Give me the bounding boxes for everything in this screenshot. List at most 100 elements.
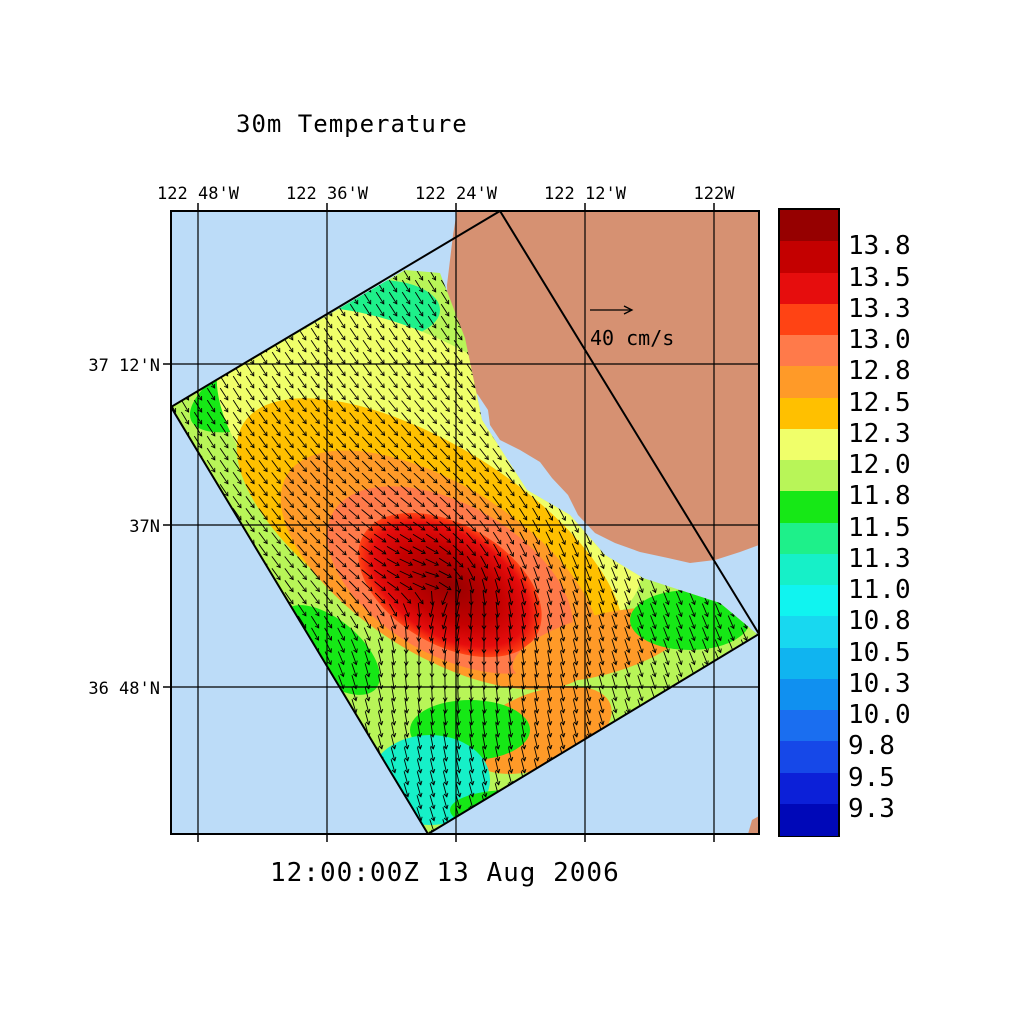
current-vector [493,543,501,557]
current-vector-head [276,479,281,485]
current-vector [336,352,346,364]
current-vector [361,557,373,567]
current-vector-head [380,335,385,341]
current-vector [533,579,539,593]
current-vector-head [547,648,553,654]
current-vector-head [507,661,513,666]
current-vector [443,650,447,666]
current-vector-head [547,636,553,642]
current-vector-head [352,672,358,678]
current-vector [181,411,189,425]
current-vector [349,352,359,364]
current-vector [377,711,383,725]
current-vector-head [420,526,426,531]
legend-swatch [780,647,838,680]
current-vector [351,651,357,665]
current-vector-head [289,515,295,521]
current-vector-head [484,515,489,521]
current-vector-head [328,407,333,413]
legend-swatch [780,522,838,555]
current-vector-head [237,431,242,437]
current-vector [547,711,551,725]
current-vector [387,509,399,519]
current-vector [508,662,512,678]
current-vector [443,723,447,737]
current-vector-head [600,588,605,594]
current-vector-head [403,673,409,678]
current-vector-head [315,599,320,605]
current-vector-head [521,709,527,714]
current-vector [431,590,433,606]
current-vector-head [289,587,294,593]
current-vector-head [612,648,618,654]
current-vector-head [366,624,371,629]
current-vector [442,783,448,797]
current-vector-head [482,780,488,786]
current-vector [624,615,630,629]
current-vector [469,759,473,773]
current-vector [492,496,502,508]
current-vector-head [419,431,425,436]
current-vector-head [419,407,424,413]
current-vector [427,327,437,341]
current-vector-head [276,407,281,413]
current-vector-head [433,538,439,543]
current-vector [323,424,333,436]
current-vector-head [288,347,294,353]
current-vector [453,400,463,412]
current-vector [431,650,433,666]
current-vector [310,556,320,568]
current-vector [335,568,347,580]
current-vector-head [408,585,413,591]
current-vector [362,412,372,424]
current-vector [481,579,487,593]
current-vector [219,447,229,461]
current-vector-head [250,419,255,425]
current-vector-head [561,516,566,521]
current-vector [284,400,294,412]
current-vector [519,519,527,533]
current-vector [426,509,438,519]
current-vector [425,571,439,577]
current-vector-head [428,612,434,618]
current-vector-head [391,673,397,678]
current-vector-head [393,599,399,604]
current-vector [431,686,433,702]
current-vector [468,771,474,785]
current-vector [336,436,346,448]
current-vector [417,735,421,749]
current-vector [361,497,373,507]
current-vector-head [404,780,410,786]
current-vector [336,339,346,353]
current-vector [572,603,578,617]
current-vector-head [354,383,359,389]
current-vector-head [406,431,412,436]
current-vector [323,315,333,329]
current-vector [323,364,333,376]
current-vector-head [510,503,515,509]
current-vector [650,675,656,689]
current-vector-head [626,576,631,582]
current-vector [284,363,294,377]
current-vector-head [391,649,397,654]
current-vector-head [354,431,360,436]
current-vector [469,735,473,749]
current-vector-head [494,661,500,666]
current-vector [323,400,333,412]
current-vector-head [185,840,189,844]
current-vector-head [379,841,383,845]
current-vector-head [665,636,670,642]
current-vector [439,496,451,508]
current-vector [374,497,386,507]
current-vector-head [379,299,385,305]
current-vector-head [328,455,334,460]
current-vector [362,315,372,329]
current-vector [310,412,320,424]
current-vector [624,639,630,653]
current-vector [534,639,538,653]
current-vector-head [380,407,385,413]
current-vector-head [354,455,360,460]
current-vector-head [328,479,334,484]
current-vector [521,651,525,665]
current-vector-head [534,708,540,714]
